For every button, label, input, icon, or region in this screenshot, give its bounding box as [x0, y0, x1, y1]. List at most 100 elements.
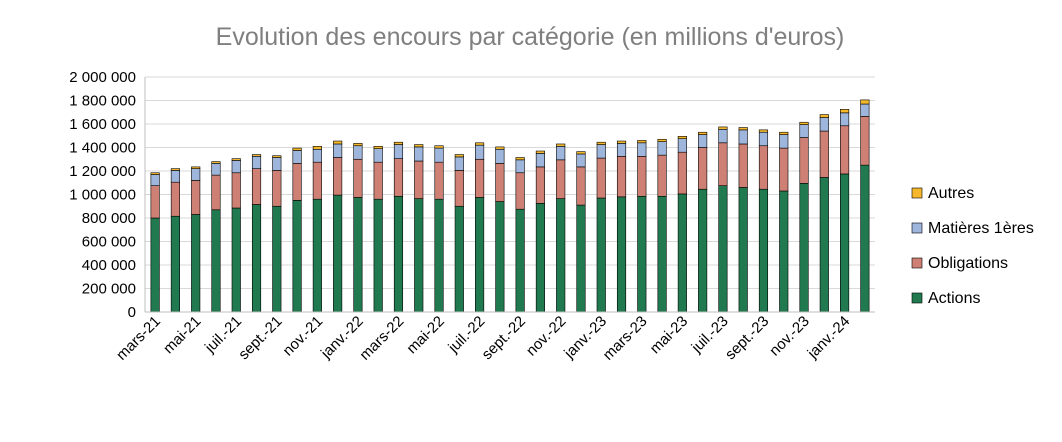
bar-segment-mati-res-1-res-sept21	[272, 157, 282, 171]
bar-segment-autres-mars23	[637, 140, 647, 144]
bar-segment-mati-res-1-res-nov22	[556, 146, 566, 161]
bar-segment-mati-res-1-res-fvr24	[860, 103, 870, 117]
x-tick-label: mai-21	[160, 313, 204, 357]
legend-label: Actions	[928, 290, 980, 307]
bar-segment-obligations-janv23	[596, 157, 606, 199]
legend-label: Autres	[928, 185, 974, 202]
bar-segment-mati-res-1-res-mars22	[393, 144, 404, 159]
bar-segment-autres-juin23	[698, 131, 708, 135]
legend-swatch-mati-res-1-res	[911, 222, 923, 234]
bar-segment-autres-oct23	[779, 131, 789, 135]
bar-segment-obligations-juin22	[454, 170, 464, 207]
y-tick-label: 1 800 000	[69, 93, 136, 110]
gridlines	[145, 76, 875, 313]
bar-segment-obligations-mars22	[393, 158, 404, 197]
bar-segment-autres-oct21	[292, 147, 302, 151]
bar-segment-obligations-juin23	[698, 147, 708, 190]
bar-segment-obligations-avr21	[170, 181, 180, 217]
bar-segment-actions-juil23	[718, 185, 728, 313]
bar-segment-mati-res-1-res-juin22	[454, 156, 464, 171]
bar-segment-autres-juil22	[475, 142, 485, 146]
bar-segment-obligations-fvr23	[616, 156, 627, 198]
bar-segment-actions-nov23	[799, 183, 809, 313]
bar-segment-autres-avr23	[657, 138, 667, 142]
bar-segment-mati-res-1-res-mars23	[637, 142, 647, 157]
bar-segment-actions-sept21	[272, 205, 282, 313]
bar-segment-autres-mai22	[434, 145, 444, 149]
bar-segment-actions-aot22	[495, 201, 505, 313]
y-tick-label: 1 200 000	[69, 163, 136, 180]
bar-segment-obligations-mai21	[191, 180, 201, 215]
bar-segment-obligations-sept21	[272, 170, 282, 207]
bar-segment-obligations-mai22	[434, 161, 444, 200]
bar-segment-mati-res-1-res-sept22	[515, 159, 525, 174]
bar-segment-actions-avr22	[414, 198, 424, 313]
bar-segment-actions-mai23	[677, 193, 687, 313]
bar-segment-mati-res-1-res-oct23	[779, 134, 789, 149]
x-tick-label: mars-22	[356, 313, 407, 364]
bar-segment-mati-res-1-res-oct21	[292, 150, 302, 164]
bar-segment-mati-res-1-res-juin23	[698, 134, 708, 148]
bar-segment-obligations-janv22	[353, 158, 363, 198]
bar-segment-mati-res-1-res-avr21	[170, 170, 180, 183]
y-axis-ticks: 0 200 000 400 000 600 000 800 000 1 000 000 1 …	[69, 69, 136, 321]
x-tick-label: sept.-22	[479, 313, 529, 363]
bar-segment-mati-res-1-res-janv23	[596, 144, 606, 159]
bar-segment-actions-aot21	[251, 204, 262, 313]
bar-segment-actions-dc21	[333, 194, 343, 313]
bar-segment-autres-juin21	[211, 161, 221, 164]
bar-segment-mati-res-1-res-mars21	[150, 174, 160, 186]
x-tick-label: janv.-24	[804, 313, 854, 363]
bar-segment-autres-juin22	[454, 154, 464, 158]
bar-segment-actions-juin21	[211, 209, 221, 313]
bar-segment-obligations-aot21	[251, 168, 262, 205]
bar-segment-actions-juil21	[231, 207, 241, 313]
legend-label: Obligations	[928, 255, 1008, 272]
bar-segment-actions-avr23	[657, 195, 667, 313]
bar-segment-autres-mars22	[393, 141, 404, 145]
bar-segment-mati-res-1-res-juin21	[211, 163, 221, 176]
bar-segment-autres-mai23	[677, 136, 687, 139]
bar-segment-mati-res-1-res-janv22	[353, 145, 363, 160]
bar-segment-autres-sept23	[758, 129, 769, 133]
bar-segment-actions-nov21	[312, 198, 322, 313]
y-tick-label: 400 000	[82, 257, 136, 274]
legend-swatch-actions	[911, 292, 923, 304]
bar-segment-mati-res-1-res-dc21	[333, 143, 343, 158]
bar-segment-actions-sept23	[758, 188, 769, 313]
bar-segment-mati-res-1-res-nov21	[312, 148, 322, 163]
bar-segment-obligations-mars23	[637, 156, 647, 197]
bar-segment-actions-avr21	[170, 215, 180, 313]
bar-segment-actions-oct22	[535, 203, 545, 313]
bar-segment-obligations-aot23	[738, 143, 748, 188]
legend-swatch-obligations	[911, 257, 923, 269]
bar-segment-autres-sept21	[272, 155, 282, 158]
bar-segment-obligations-aot22	[495, 163, 505, 202]
bar-segment-actions-dc23	[819, 177, 829, 313]
bar-segment-obligations-avr22	[414, 160, 424, 199]
bar-segment-mati-res-1-res-sept23	[758, 131, 769, 147]
x-axis-ticks: mars-21mai-21juil.-21sept.-21nov.-21janv…	[113, 313, 853, 364]
bar-segment-obligations-nov22	[556, 159, 566, 199]
bar-segment-obligations-fvr22	[373, 161, 383, 200]
bar-segment-obligations-mai23	[677, 151, 687, 195]
bar-segment-obligations-oct23	[779, 147, 789, 192]
bar-segment-autres-janv22	[353, 143, 363, 147]
bar-segment-mati-res-1-res-aot23	[738, 129, 748, 145]
bar-segment-mati-res-1-res-fvr23	[616, 143, 627, 157]
bar-segment-autres-juil21	[231, 158, 241, 161]
bar-segment-obligations-juil23	[718, 142, 728, 186]
x-tick-label: sept.-21	[235, 313, 285, 363]
bar-segment-autres-nov22	[556, 143, 566, 147]
legend-swatch-autres	[911, 187, 923, 199]
bar-segment-mati-res-1-res-juil22	[475, 144, 485, 160]
x-tick-label: mars-21	[113, 313, 164, 364]
bar-segment-mati-res-1-res-dc23	[819, 117, 829, 132]
bar-segment-actions-fvr23	[616, 196, 627, 313]
y-tick-label: 2 000 000	[69, 69, 136, 86]
bar-segment-actions-juin22	[454, 205, 464, 313]
bar-segment-mati-res-1-res-mai21	[191, 168, 201, 181]
bar-segment-mati-res-1-res-fvr22	[373, 148, 383, 163]
bar-segment-actions-mars22	[393, 195, 404, 313]
